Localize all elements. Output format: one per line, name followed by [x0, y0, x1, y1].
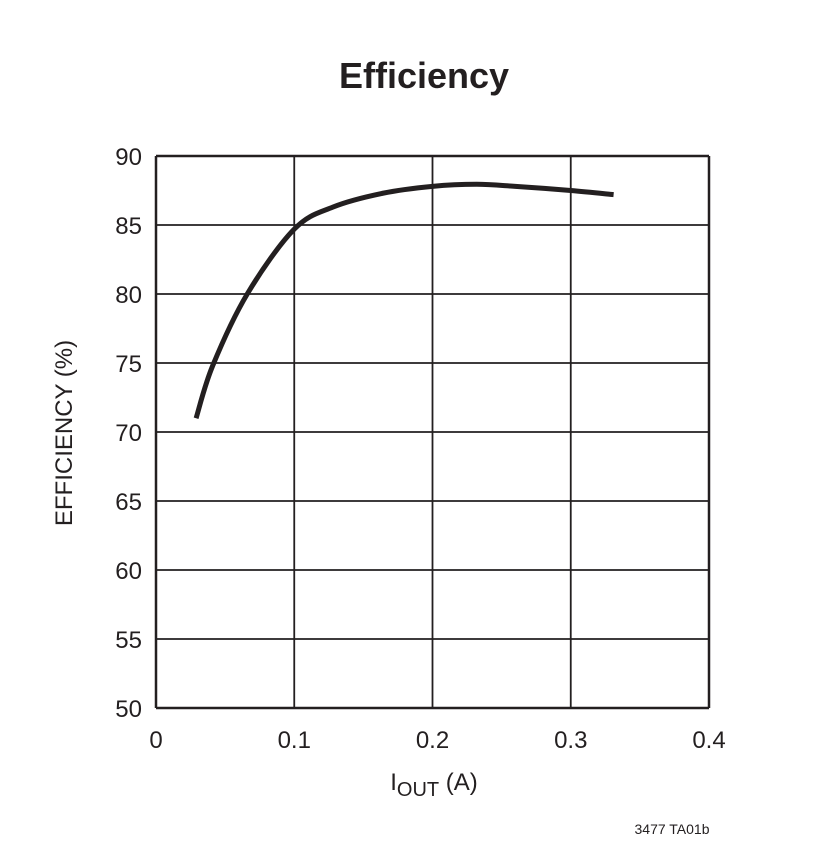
y-tick-label: 90: [115, 144, 142, 171]
x-axis-label-unit: (A): [439, 769, 478, 796]
y-tick-label: 70: [115, 420, 142, 447]
y-tick-label: 75: [115, 351, 142, 378]
x-tick-label: 0.2: [416, 727, 449, 754]
grid: [154, 154, 711, 710]
x-axis-label: IOUT (A): [390, 769, 478, 801]
efficiency-curve: [193, 181, 614, 419]
footnote: 3477 TA01b: [635, 821, 710, 837]
x-tick-label: 0.4: [692, 727, 725, 754]
x-tick-label: 0.3: [554, 727, 587, 754]
chart-title: Efficiency: [339, 55, 509, 96]
y-tick-label: 55: [115, 627, 142, 654]
x-axis-label-subscript: OUT: [397, 779, 439, 801]
y-tick-label: 60: [115, 558, 142, 585]
y-tick-label: 50: [115, 696, 142, 723]
x-tick-label: 0.1: [278, 727, 311, 754]
y-tick-label: 65: [115, 489, 142, 516]
y-tick-label: 85: [115, 213, 142, 240]
x-axis-label-main: I: [390, 769, 397, 796]
y-axis-label: EFFICIENCY (%): [51, 340, 78, 526]
y-tick-labels: 50 55 60 65 70 75 80 85 90: [115, 144, 142, 723]
x-tick-labels: 0 0.1 0.2 0.3 0.4: [149, 727, 725, 754]
x-tick-label: 0: [149, 727, 162, 754]
y-tick-label: 80: [115, 282, 142, 309]
